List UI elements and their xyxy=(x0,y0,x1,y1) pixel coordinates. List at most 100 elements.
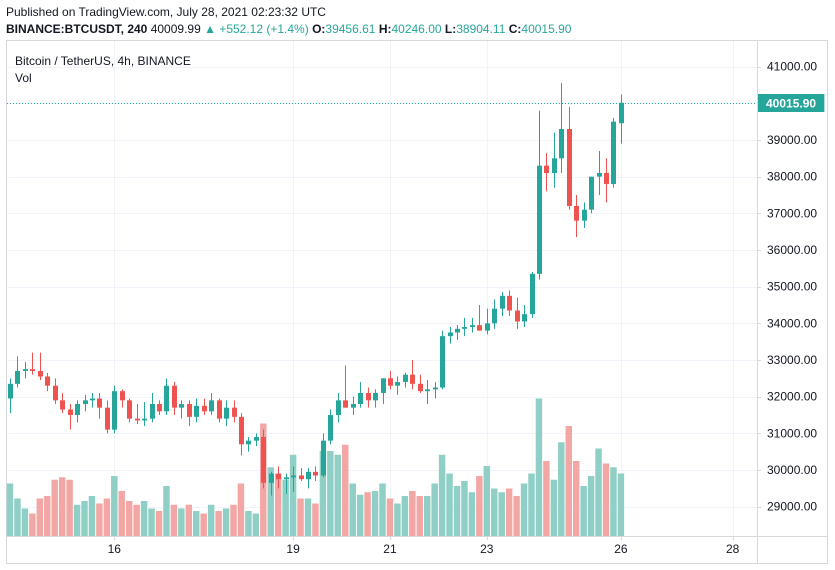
candle-body xyxy=(306,471,311,480)
x-tick-label: 23 xyxy=(480,542,494,556)
candle-body xyxy=(23,369,28,371)
candle-body xyxy=(388,378,393,386)
volume-bar xyxy=(491,488,498,536)
volume-bar xyxy=(342,444,349,536)
volume-bar xyxy=(520,483,528,536)
candle-body xyxy=(291,475,296,478)
candle-body xyxy=(97,398,102,408)
y-tick-label: 34000.00 xyxy=(767,316,817,330)
price-tag-box xyxy=(758,94,825,112)
candle-body xyxy=(470,325,475,327)
volume-bar xyxy=(356,494,364,536)
candle-body xyxy=(574,206,579,221)
y-tick-label: 33000.00 xyxy=(767,353,817,367)
volume-bar xyxy=(215,511,222,536)
candle-body xyxy=(567,129,572,206)
volume-bar xyxy=(207,504,215,536)
candle-body xyxy=(381,378,386,393)
volume-bar xyxy=(58,477,66,536)
volume-bar xyxy=(610,467,617,536)
candle-body xyxy=(544,165,549,173)
volume-bar xyxy=(565,426,572,536)
candle-body xyxy=(150,404,155,419)
candle-body xyxy=(522,314,527,322)
candle-body xyxy=(559,129,564,159)
volume-bar xyxy=(29,513,36,536)
candle-body xyxy=(485,323,490,331)
volume-bar xyxy=(44,496,51,536)
candle-body xyxy=(328,415,333,441)
candle-body xyxy=(254,437,259,441)
y-tick-label: 37000.00 xyxy=(767,206,817,220)
volume-bar xyxy=(103,498,111,536)
volume-bar xyxy=(617,473,625,536)
y-tick-label: 35000.00 xyxy=(767,280,817,294)
volume-bar xyxy=(349,483,356,536)
volume-bar xyxy=(73,504,81,536)
y-tick-label: 36000.00 xyxy=(767,243,817,257)
candle-body xyxy=(15,371,20,384)
candle-body xyxy=(604,173,609,184)
volume-bar xyxy=(163,486,170,536)
candle-body xyxy=(269,473,274,483)
x-tick-label: 16 xyxy=(108,542,122,556)
high-value: 40246.00 xyxy=(391,22,442,36)
candle-body xyxy=(515,310,520,322)
volume-bar xyxy=(170,504,178,536)
candle-body xyxy=(455,328,460,333)
volume-bar xyxy=(595,448,602,536)
open-label: O: xyxy=(312,22,326,36)
volume-bar xyxy=(96,503,103,536)
candle-body xyxy=(209,400,214,412)
volume-bar xyxy=(118,491,125,536)
y-tick-label: 39000.00 xyxy=(767,133,817,147)
low-label: L: xyxy=(444,22,457,36)
change-value: ▲ +552.12 (+1.4%) xyxy=(204,22,309,36)
candle-body xyxy=(120,391,125,401)
x-tick-label: 28 xyxy=(726,542,740,556)
candle-body xyxy=(343,400,348,408)
volume-bar xyxy=(513,496,520,536)
candle-body xyxy=(299,475,304,480)
volume-bar xyxy=(327,451,334,536)
chart-legend-volume: Vol xyxy=(15,71,32,85)
candle-body xyxy=(232,407,237,417)
volume-bar xyxy=(379,483,386,536)
volume-bar xyxy=(185,504,193,536)
volume-bar xyxy=(51,479,58,536)
candle-body xyxy=(284,477,289,480)
volume-bar xyxy=(409,491,416,536)
x-tick-label: 21 xyxy=(383,542,397,556)
volume-bar xyxy=(364,492,371,536)
volume-bar xyxy=(535,398,543,536)
volume-bar xyxy=(125,501,133,536)
y-tick-label: 38000.00 xyxy=(767,170,817,184)
volume-bar xyxy=(237,483,245,536)
open-value: 39456.61 xyxy=(325,22,376,36)
volume-bar xyxy=(580,486,587,536)
volume-bar xyxy=(319,451,327,536)
price-tag-label: 40015.90 xyxy=(766,97,816,111)
candle-body xyxy=(135,418,140,421)
volume-bar xyxy=(602,463,610,536)
volume-bar xyxy=(587,476,595,536)
volume-bar xyxy=(155,511,163,536)
y-tick-label: 31000.00 xyxy=(767,426,817,440)
candle-body xyxy=(597,173,602,177)
volume-bar xyxy=(528,473,535,536)
candle-body xyxy=(507,295,512,311)
candle-body xyxy=(366,393,371,401)
volume-bar xyxy=(423,496,431,536)
x-tick-label: 19 xyxy=(286,542,300,556)
volume-bar xyxy=(543,461,550,536)
candle-body xyxy=(589,176,594,210)
candle-body xyxy=(500,295,505,309)
candle-body xyxy=(239,416,244,445)
volume-bar xyxy=(312,503,319,536)
volume-bar xyxy=(289,454,297,536)
candle-body xyxy=(373,393,378,401)
candle-body xyxy=(425,389,430,392)
volume-bar xyxy=(36,498,44,536)
volume-bar xyxy=(394,503,401,536)
